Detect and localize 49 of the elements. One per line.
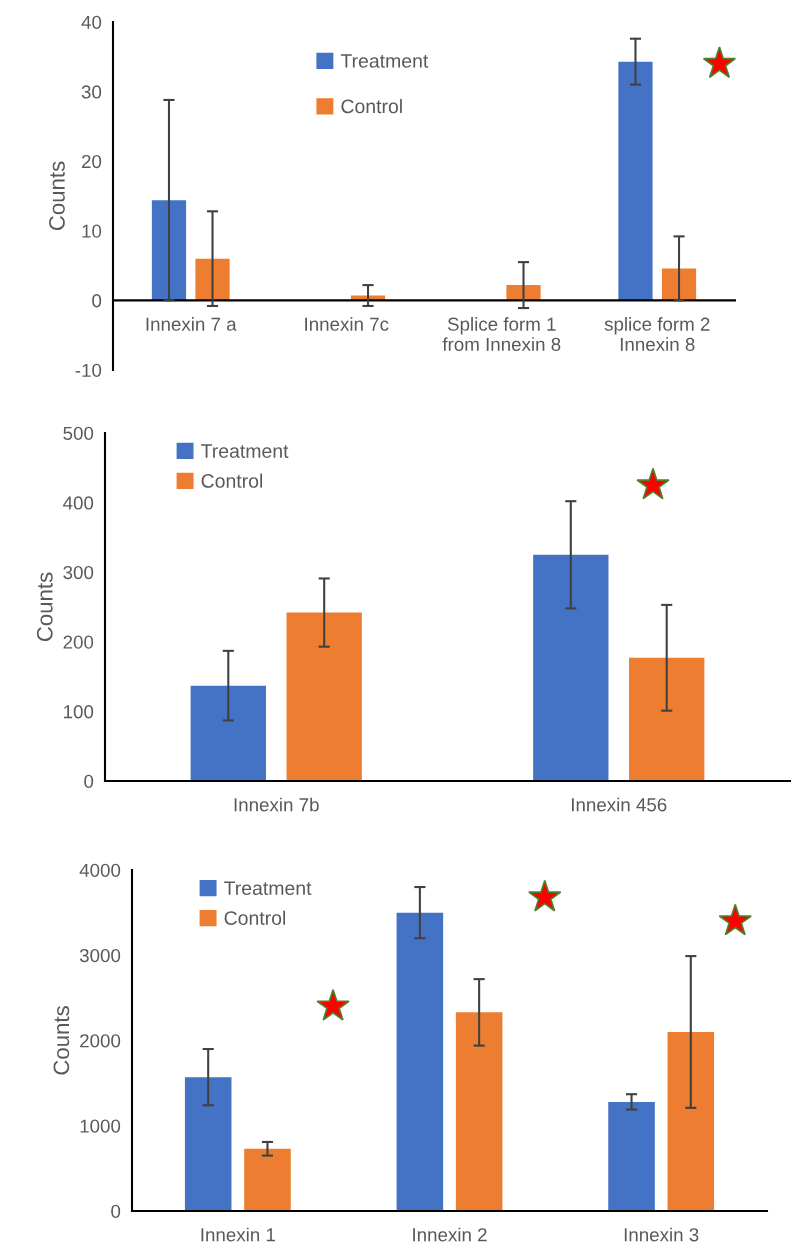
x-tick-label: Innexin 1 <box>201 1227 275 1242</box>
x-tick-label: Innexin 7 a <box>146 317 237 331</box>
bar <box>629 657 705 781</box>
y-tick-label: 4000 <box>79 863 121 877</box>
bar <box>455 1012 503 1211</box>
x-tick-label: splice form 2 Innexin 8 <box>604 317 710 352</box>
y-tick-label: 500 <box>63 426 94 440</box>
bar <box>661 268 697 301</box>
y-tick-label: 400 <box>63 496 94 510</box>
y-tick-label: 10 <box>82 224 102 238</box>
y-tick-label: 300 <box>63 565 94 580</box>
y-tick-label: 0 <box>111 1204 121 1218</box>
bar <box>244 1148 291 1211</box>
y-tick-label: -10 <box>75 363 102 377</box>
legend-label: Treatment <box>340 54 429 68</box>
bar <box>286 612 362 781</box>
legend-label: Control <box>201 473 263 488</box>
x-tick-label: Innexin 456 <box>572 797 667 812</box>
bar <box>151 200 187 301</box>
legend-label: Treatment <box>224 881 312 896</box>
y-tick-label: 100 <box>64 705 94 719</box>
bar <box>396 912 444 1211</box>
y-tick-label: 2000 <box>80 1034 121 1048</box>
x-tick-label: Innexin 2 <box>413 1227 487 1242</box>
y-tick-label: 3000 <box>79 948 121 963</box>
y-axis-title: Counts <box>53 1006 70 1075</box>
legend-label: Control <box>341 98 402 114</box>
y-tick-label: 200 <box>63 635 94 649</box>
y-tick-label: 20 <box>81 154 102 169</box>
bar <box>190 685 266 781</box>
bar <box>533 554 609 781</box>
x-tick-label: Splice form 1 from Innexin 8 <box>442 317 561 352</box>
legend-label: Control <box>224 910 286 925</box>
y-tick-label: 0 <box>84 774 94 788</box>
legend-label: Treatment <box>201 444 289 458</box>
x-tick-label: Innexin 3 <box>624 1227 699 1242</box>
y-tick-label: 40 <box>81 15 102 29</box>
x-tick-label: Innexin 7c <box>305 317 389 331</box>
bar <box>618 61 653 301</box>
y-tick-label: 30 <box>81 85 102 99</box>
bar <box>667 1031 715 1211</box>
y-tick-label: 1000 <box>80 1119 121 1133</box>
y-tick-label: 0 <box>92 294 102 308</box>
y-axis-title: Counts <box>49 161 65 231</box>
bar <box>184 1077 232 1211</box>
bar <box>608 1101 655 1211</box>
bar <box>195 258 230 301</box>
y-axis-title: Counts <box>36 572 53 642</box>
x-tick-label: Innexin 7b <box>234 797 319 812</box>
